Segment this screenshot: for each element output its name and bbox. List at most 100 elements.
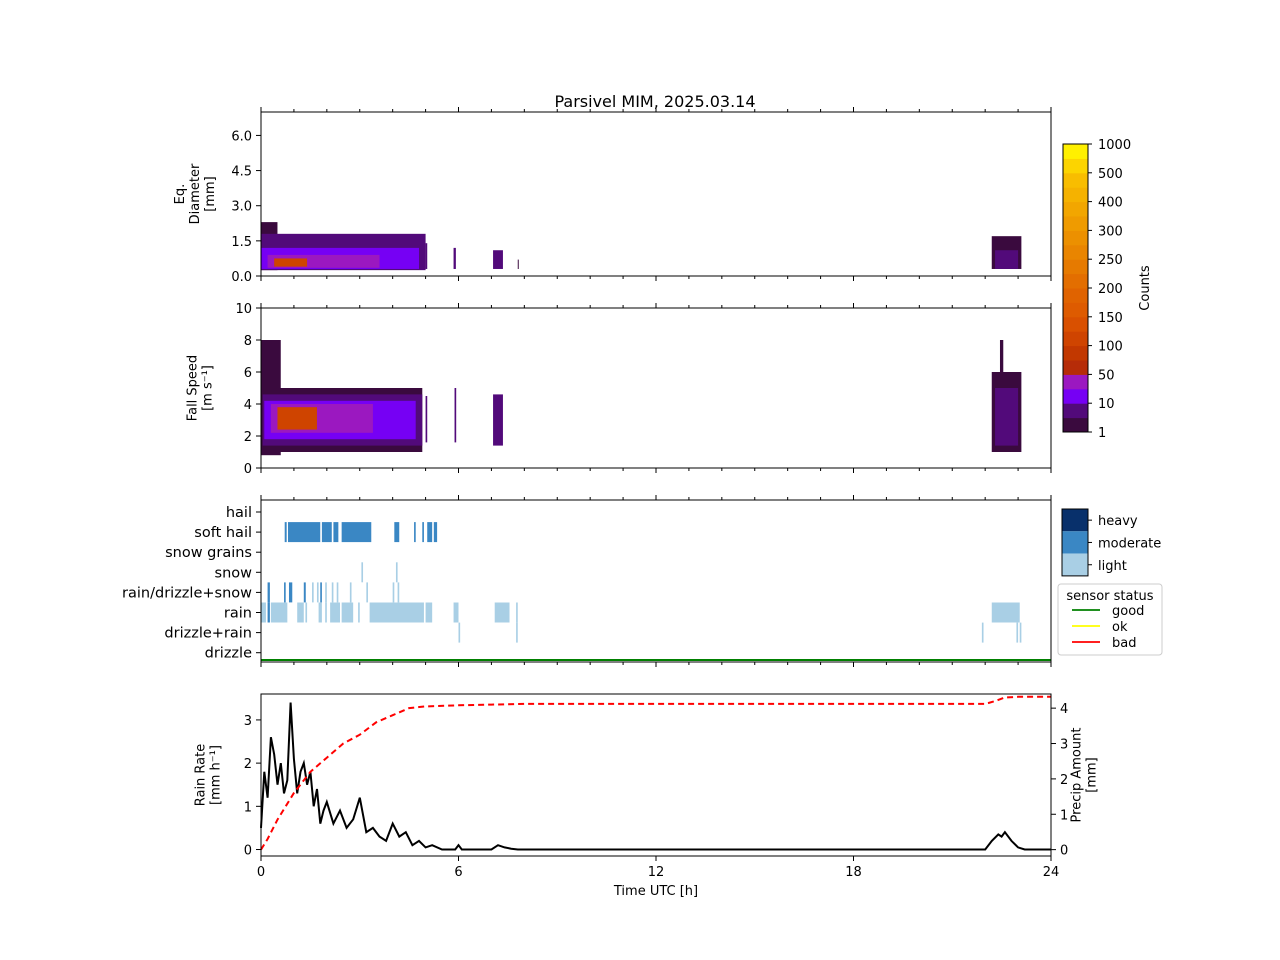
colorbar-tick-label: 100 — [1098, 340, 1123, 355]
precip-type-label: soft hail — [194, 525, 252, 541]
colorbar-swatch — [1063, 158, 1088, 174]
colorbar-tick-label: 50 — [1098, 368, 1115, 383]
precip-type-cell — [303, 582, 306, 603]
precip-type-cell — [288, 582, 293, 603]
colorbar-swatch — [1063, 187, 1088, 203]
colorbar-tick-label: 150 — [1098, 311, 1123, 326]
precip-type-cell — [458, 622, 461, 643]
counts-colorbar: 1 10 50 100 150 200 250 300 400 500 1000 Counts — [1062, 138, 1153, 441]
intensity-label: light — [1098, 559, 1127, 574]
rain-xtick-label: 24 — [1043, 865, 1060, 880]
colorbar-tick-label: 1 — [1098, 426, 1106, 441]
precip-type-cell — [284, 522, 287, 543]
colorbar-swatch — [1063, 259, 1088, 275]
precip-ylabel: Precip Amount — [1070, 728, 1085, 823]
fallspeed-ytick-label: 0 — [244, 462, 252, 477]
colorbar-swatch — [1063, 331, 1088, 347]
fallspeed-panel: 0 2 4 6 8 10 Fall Speed [m s⁻¹] — [186, 302, 1052, 477]
precip-type-cell — [325, 602, 327, 623]
diameter-ytick-label: 4.5 — [231, 165, 252, 180]
colorbar-swatch — [1063, 273, 1088, 289]
diameter-ytick-label: 3.0 — [231, 200, 252, 215]
diameter-cell — [517, 259, 519, 269]
rain-rate-line — [260, 702, 1051, 851]
precip-type-cell — [392, 582, 395, 603]
precip-type-cell — [981, 622, 984, 643]
colorbar-swatch — [1063, 216, 1088, 231]
precip-type-cell — [516, 622, 518, 643]
precip-type-cell — [267, 602, 270, 623]
precip-ytick-label: 3 — [1060, 738, 1068, 753]
sensor-legend-title: sensor status — [1066, 589, 1153, 604]
precip-type-cell — [312, 582, 314, 603]
intensity-label: moderate — [1098, 536, 1161, 551]
precip-type-panel: hail soft hail snow grains snow rain/drizzle… — [122, 495, 1052, 667]
diameter-ylabel: [mm] — [203, 176, 218, 211]
fallspeed-ytick-label: 10 — [235, 302, 252, 317]
precip-type-cell — [349, 582, 352, 603]
precip-type-cell — [361, 562, 364, 583]
colorbar-swatch — [1063, 374, 1088, 390]
precip-type-label: snow — [215, 565, 253, 581]
colorbar-tick-label: 200 — [1098, 282, 1123, 297]
rain-xtick-label: 0 — [257, 865, 265, 880]
precip-type-cell — [395, 562, 398, 583]
colorbar-tick-label: 250 — [1098, 253, 1123, 268]
colorbar-tick-label: 300 — [1098, 224, 1123, 239]
colorbar-swatch — [1063, 316, 1088, 332]
precip-type-cell — [316, 582, 319, 603]
fallspeed-ytick-label: 8 — [244, 334, 252, 349]
fallspeed-cell — [425, 396, 428, 443]
precip-type-cell — [453, 602, 459, 623]
fallspeed-ytick-label: 6 — [244, 366, 252, 381]
precip-type-cell — [397, 582, 400, 603]
colorbar-swatch — [1063, 230, 1088, 246]
chart-title: Parsivel MIM, 2025.03.14 — [554, 92, 755, 111]
diameter-ytick-label: 6.0 — [231, 129, 252, 144]
precip-type-label: drizzle+rain — [164, 626, 252, 642]
precip-ytick-label: 0 — [1060, 844, 1068, 859]
intensity-frame — [1061, 508, 1089, 577]
colorbar-swatch — [1063, 360, 1088, 375]
fallspeed-ylabel: [m s⁻¹] — [201, 365, 216, 411]
precip-type-cell — [341, 522, 372, 543]
precip-type-cell — [433, 522, 438, 543]
colorbar-swatch — [1063, 172, 1088, 188]
sensor-legend-label: ok — [1112, 620, 1128, 635]
precip-type-cell — [270, 602, 288, 623]
precip-type-cell — [414, 522, 416, 543]
rain-xtick-label: 18 — [845, 865, 862, 880]
precip-type-cell — [325, 582, 327, 603]
precip-type-label: snow grains — [165, 545, 252, 561]
precip-type-cell — [494, 602, 510, 623]
precip-type-cell — [336, 582, 339, 603]
rain-xtick-label: 12 — [648, 865, 665, 880]
rain-ytick-label: 3 — [244, 714, 252, 729]
sensor-legend-box — [1057, 583, 1163, 656]
diameter-cell — [425, 243, 428, 269]
precip-type-cell — [358, 602, 360, 623]
precip-type-label: drizzle — [205, 646, 252, 662]
precip-type-cell — [422, 522, 424, 543]
intensity-legend: heavy moderate light — [1061, 508, 1161, 577]
colorbar-swatch — [1063, 244, 1088, 260]
colorbar-swatch — [1063, 417, 1088, 433]
fallspeed-cell — [493, 394, 503, 446]
rain-xlabel: Time UTC [h] — [613, 884, 698, 899]
colorbar-tick-label: 500 — [1098, 167, 1123, 182]
diameter-cell — [493, 250, 503, 269]
colorbar-label: Counts — [1138, 265, 1153, 311]
precip-type-cell — [1019, 622, 1022, 643]
intensity-swatch — [1062, 531, 1088, 554]
precip-type-cell — [394, 522, 400, 543]
diameter-cell — [453, 247, 456, 269]
precip-ytick-label: 1 — [1060, 808, 1068, 823]
precip-type-cell — [425, 602, 433, 623]
precip-type-cell — [331, 582, 334, 603]
diameter-ylabel: Eq. — [173, 184, 188, 205]
colorbar-tick-label: 10 — [1098, 397, 1115, 412]
rain-ytick-label: 2 — [244, 757, 252, 772]
precip-type-cell — [341, 602, 354, 623]
precip-type-cell — [321, 522, 332, 543]
